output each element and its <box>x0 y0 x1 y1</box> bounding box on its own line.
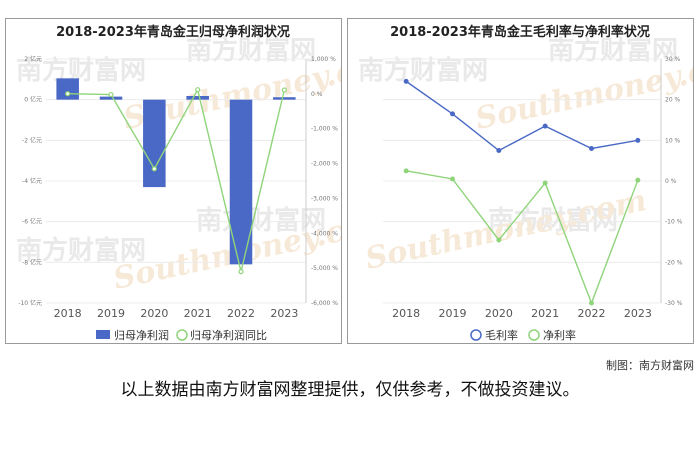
y-tick-label: -8 亿元 <box>22 258 42 266</box>
y-tick-label: -4 亿元 <box>22 177 42 185</box>
watermark-cn: 南方财富网 <box>548 35 678 66</box>
disclaimer-text: 以上数据由南方财富网整理提供，仅供参考，不做投资建议。 <box>120 380 580 400</box>
y2-tick-label: 1,000 % <box>311 56 336 63</box>
y2-tick-label: -2,000 % <box>311 161 338 168</box>
y2-tick-label: -6,000 % <box>311 300 338 307</box>
y2-tick-label: 0 % <box>311 91 323 98</box>
margin-chart-svg: 南方财富网 南方财富网 南方财富网 Southmoney.com Southmo… <box>358 24 693 342</box>
x-tick-label: 2019 <box>97 307 125 320</box>
line-point <box>635 177 641 183</box>
line-point <box>589 300 594 306</box>
y2-tick-label: -3,000 % <box>311 195 338 202</box>
plot-area: 2 亿元 0 亿元 -2 亿元 -4 亿元 -6 亿元 -8 亿元 -10 亿元 1,000 … <box>18 55 338 320</box>
line-point <box>589 145 594 151</box>
line-point <box>542 123 548 129</box>
x-tick-label: 2022 <box>578 307 606 320</box>
legend-swatch-bar <box>96 330 110 339</box>
legend-label: 归母净利润同比 <box>190 328 267 342</box>
plot-area: 30 % 20 % 10 % 0 % -10 % -20 % -30 % 2018 2019 20… <box>383 56 683 320</box>
line-point <box>635 137 641 143</box>
watermark-cn: 南方财富网 <box>186 35 316 66</box>
line-point <box>281 87 287 93</box>
y2-tick-label: -1,000 % <box>311 126 338 133</box>
y-tick-label: -10 亿元 <box>18 299 42 307</box>
y-tick-label: -30 % <box>665 300 683 307</box>
bar <box>186 96 209 100</box>
x-tick-label: 2019 <box>439 307 467 320</box>
y-tick-label: 2 亿元 <box>24 55 42 63</box>
line-point <box>496 237 502 243</box>
x-tick-label: 2020 <box>485 307 513 320</box>
legend-label: 净利率 <box>543 328 576 342</box>
series-line <box>67 87 286 272</box>
bar <box>229 99 253 265</box>
line-point <box>65 91 71 97</box>
chart-title: 2018-2023年青岛金王归母净利润状况 <box>56 24 290 40</box>
series-line <box>406 170 639 305</box>
chart-source: 制图：南方财富网 <box>606 359 694 372</box>
bar <box>273 97 296 100</box>
legend-swatch-line <box>470 329 482 341</box>
x-tick-label: 2022 <box>227 307 255 320</box>
line-point <box>195 87 201 93</box>
y2-tick-label: -5,000 % <box>311 265 338 272</box>
chart-panel-profit: 南方财富网 南方财富网 南方财富网 南方财富网 Southmoney.com S… <box>5 18 342 344</box>
legend-swatch-line <box>176 329 188 341</box>
bar <box>99 96 123 100</box>
watermark-cn: 南方财富网 <box>16 235 146 266</box>
line-point <box>542 180 548 186</box>
bar <box>56 78 79 100</box>
line-point <box>151 166 157 172</box>
y-tick-label: -10 % <box>665 219 683 226</box>
line-point <box>403 168 409 174</box>
watermark-cn: 南方财富网 <box>358 55 488 86</box>
y2-tick-label: -4,000 % <box>311 230 338 237</box>
y-tick-label: -6 亿元 <box>22 218 42 226</box>
watermark-layer: 南方财富网 南方财富网 南方财富网 Southmoney.com Southmo… <box>358 35 693 277</box>
chart-title: 2018-2023年青岛金王毛利率与净利率状况 <box>390 24 650 40</box>
watermark-cn: 南方财富网 <box>196 205 326 236</box>
y-tick-label: 20 % <box>665 97 681 104</box>
x-tick-label: 2018 <box>54 307 82 320</box>
x-tick-label: 2021 <box>531 307 559 320</box>
line-point <box>496 148 502 153</box>
watermark-cn: 南方财富网 <box>16 55 146 86</box>
legend-label: 毛利率 <box>485 328 518 342</box>
legend: 归母净利润 归母净利润同比 <box>96 328 267 342</box>
line-point <box>108 91 114 98</box>
line-point <box>238 269 244 275</box>
x-tick-label: 2023 <box>270 307 298 320</box>
watermark-cn: 南方财富网 <box>488 205 618 236</box>
x-tick-label: 2023 <box>624 307 652 320</box>
x-tick-label: 2021 <box>184 307 212 320</box>
y-tick-label: 30 % <box>665 56 681 63</box>
x-tick-label: 2018 <box>392 307 420 320</box>
y-tick-label: 10 % <box>665 137 681 144</box>
legend: 毛利率 净利率 <box>470 328 576 342</box>
y-tick-label: -20 % <box>665 259 683 266</box>
legend-swatch-line <box>528 329 540 341</box>
x-tick-label: 2020 <box>140 307 168 320</box>
line-point <box>450 111 455 117</box>
chart-panel-margin: 南方财富网 南方财富网 南方财富网 Southmoney.com Southmo… <box>347 18 694 344</box>
profit-chart-svg: 南方财富网 南方财富网 南方财富网 南方财富网 Southmoney.com S… <box>16 24 341 342</box>
y-tick-label: -2 亿元 <box>22 136 42 144</box>
line-point <box>450 176 455 182</box>
bar <box>143 99 166 188</box>
line-point <box>403 78 409 84</box>
legend-label: 归母净利润 <box>114 328 169 342</box>
y-tick-label: 0 亿元 <box>24 96 42 104</box>
y-tick-label: 0 % <box>665 178 677 185</box>
series-line <box>405 80 638 152</box>
watermark-layer: 南方财富网 南方财富网 南方财富网 南方财富网 Southmoney.com S… <box>16 35 341 297</box>
